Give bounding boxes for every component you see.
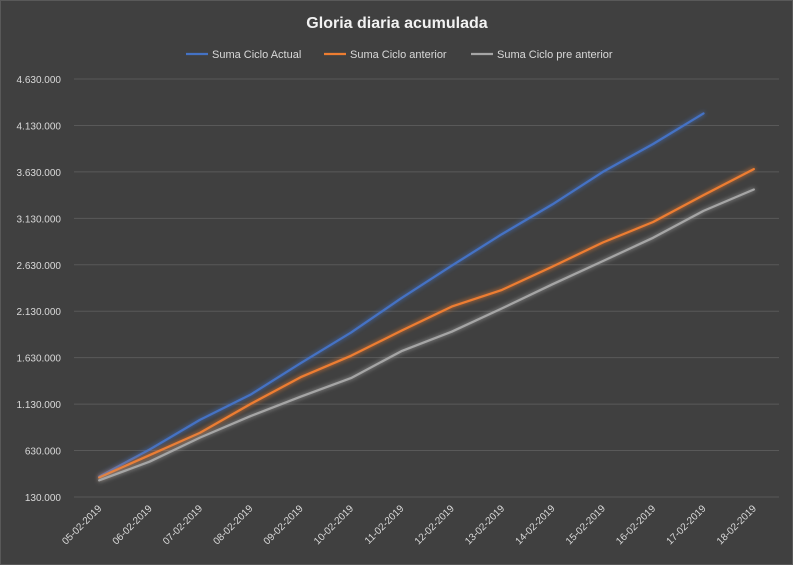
x-axis-ticks: 05-02-2019 06-02-2019 07-02-2019 08-02-2019… bbox=[60, 503, 759, 547]
y-tick-label: 2.130.000 bbox=[17, 307, 62, 318]
series-line-2 bbox=[98, 167, 755, 479]
x-tick-label: 17-02-2019 bbox=[665, 503, 709, 547]
y-tick-label: 1.130.000 bbox=[17, 400, 62, 411]
x-tick-label: 09-02-2019 bbox=[262, 503, 306, 547]
x-tick-label: 14-02-2019 bbox=[514, 503, 558, 547]
x-tick-label: 16-02-2019 bbox=[614, 503, 658, 547]
x-tick-label: 13-02-2019 bbox=[463, 503, 507, 547]
series-lines bbox=[98, 112, 755, 482]
legend-label-1: Suma Ciclo Actual bbox=[212, 49, 301, 61]
x-tick-label: 06-02-2019 bbox=[111, 503, 155, 547]
chart-title: Gloria diaria acumulada bbox=[306, 15, 488, 32]
legend: Suma Ciclo Actual Suma Ciclo anterior Suma… bbox=[186, 49, 613, 61]
y-tick-label: 4.130.000 bbox=[17, 121, 62, 132]
y-tick-label: 4.630.000 bbox=[17, 75, 62, 86]
y-tick-label: 1.630.000 bbox=[17, 354, 62, 365]
y-axis-ticks: 130.000 630.000 1.130.000 1.630.000 2.130.00… bbox=[17, 75, 62, 504]
y-tick-label: 2.630.000 bbox=[17, 261, 62, 272]
series-line-3 bbox=[98, 188, 755, 482]
legend-label-2: Suma Ciclo anterior bbox=[350, 49, 447, 61]
y-tick-label: 3.130.000 bbox=[17, 214, 62, 225]
y-tick-label: 630.000 bbox=[25, 447, 62, 458]
x-tick-label: 12-02-2019 bbox=[413, 503, 457, 547]
x-tick-label: 08-02-2019 bbox=[211, 503, 255, 547]
gridlines bbox=[74, 78, 779, 498]
x-tick-label: 15-02-2019 bbox=[564, 503, 608, 547]
x-tick-label: 05-02-2019 bbox=[60, 503, 104, 547]
y-tick-label: 130.000 bbox=[25, 493, 62, 504]
x-tick-label: 10-02-2019 bbox=[312, 503, 356, 547]
x-tick-label: 18-02-2019 bbox=[715, 503, 759, 547]
y-tick-label: 3.630.000 bbox=[17, 168, 62, 179]
legend-label-3: Suma Ciclo pre anterior bbox=[497, 49, 613, 61]
x-tick-label: 07-02-2019 bbox=[161, 503, 205, 547]
series-line-1 bbox=[98, 112, 705, 478]
x-tick-label: 11-02-2019 bbox=[363, 503, 407, 547]
